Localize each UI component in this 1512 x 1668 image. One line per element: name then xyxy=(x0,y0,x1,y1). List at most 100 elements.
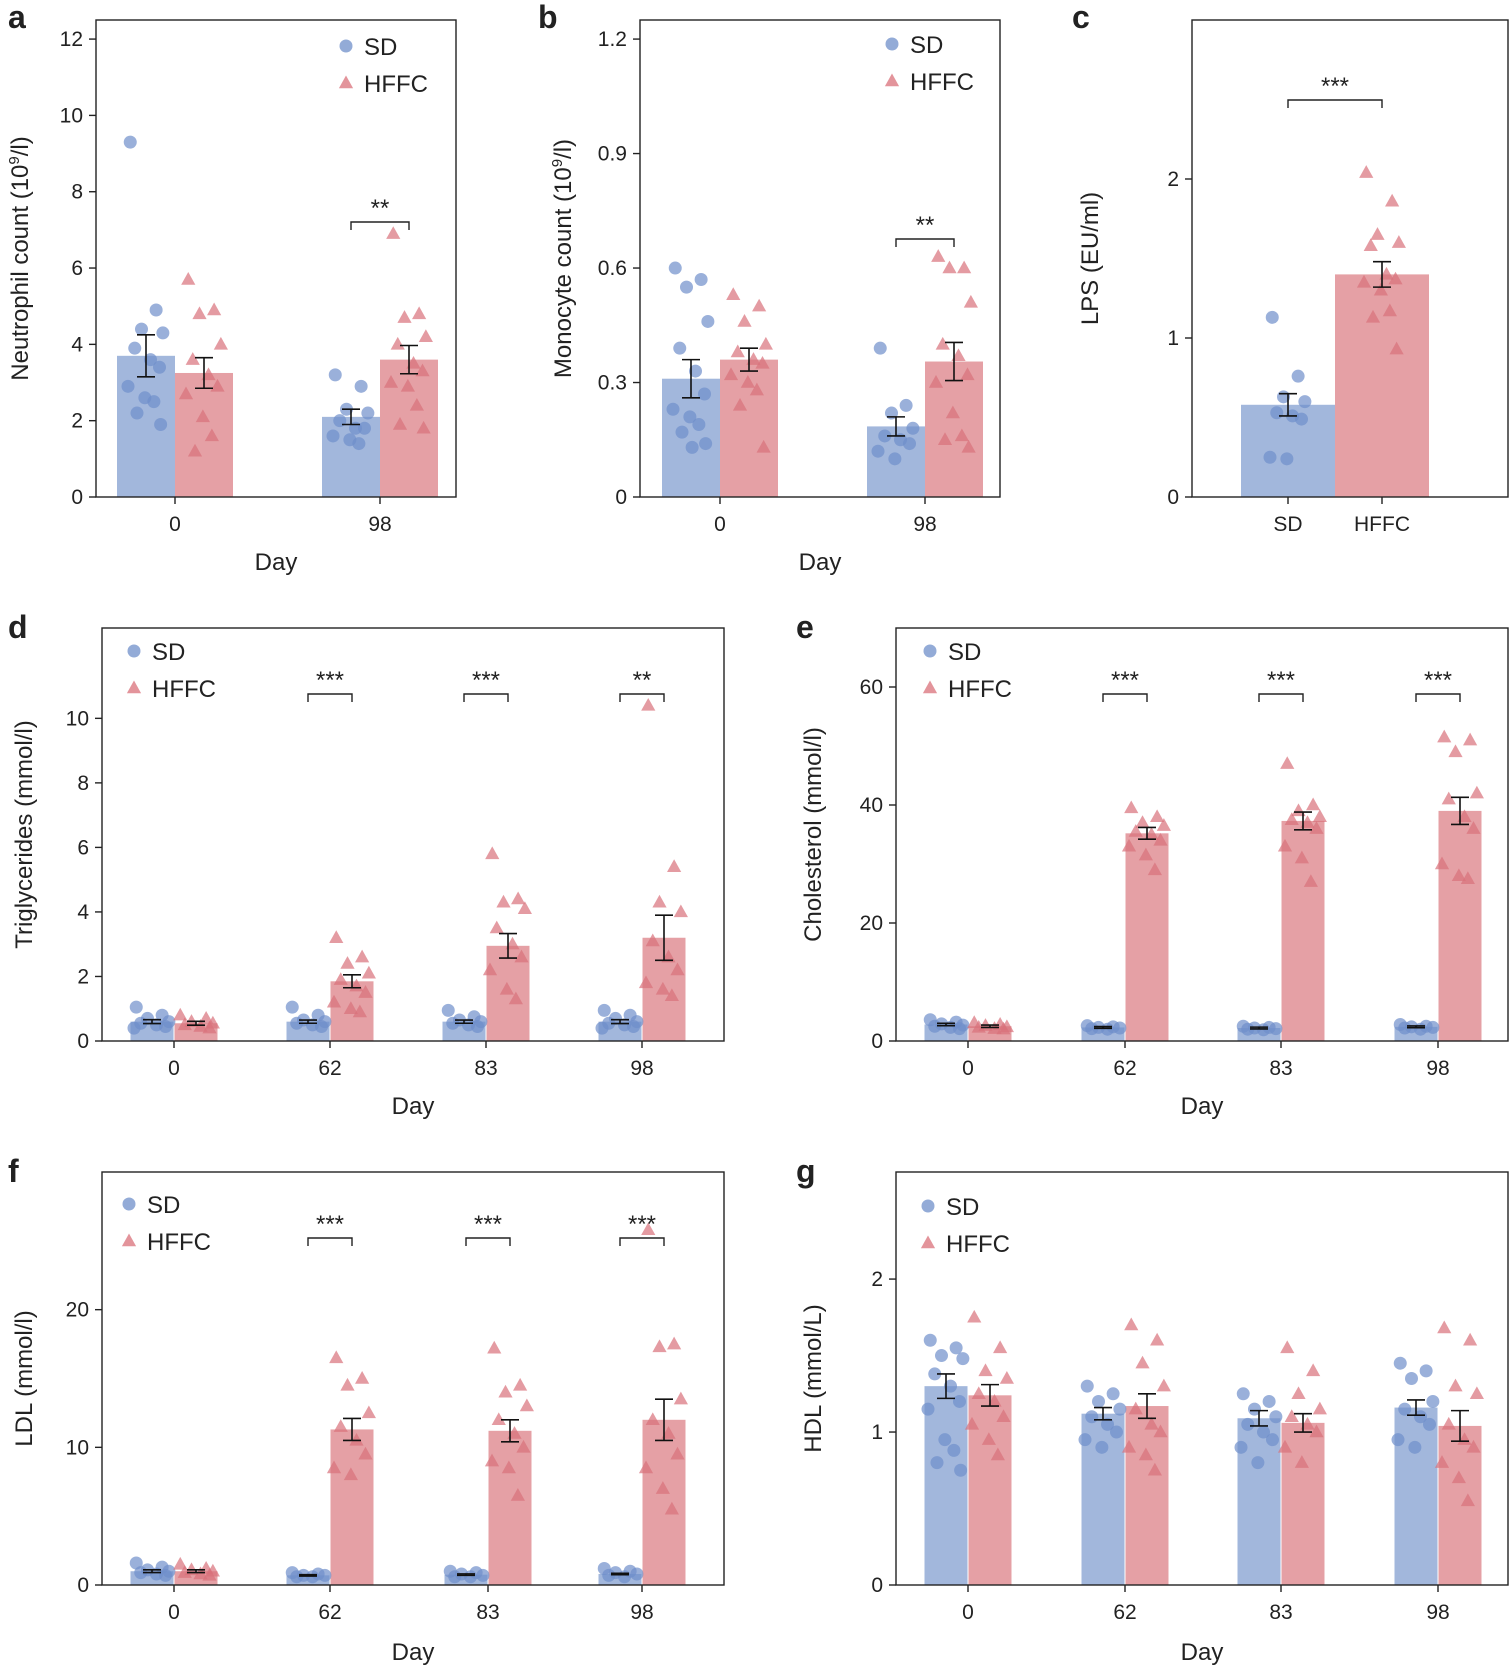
x-tick-label: 62 xyxy=(1113,1057,1136,1080)
point-hffc-83 xyxy=(487,1340,502,1354)
y-tick-label: 0 xyxy=(77,1574,89,1597)
point-sd-0 xyxy=(123,135,137,149)
significance-bracket xyxy=(1102,693,1148,702)
point-sd-0 xyxy=(673,341,687,355)
x-tick-label: SD xyxy=(1273,513,1302,536)
point-hffc-0 xyxy=(177,1017,192,1031)
point-hffc-83 xyxy=(517,901,532,914)
significance-label: *** xyxy=(1267,667,1295,694)
point-hffc-98 xyxy=(1451,1470,1466,1484)
point-hffc-98 xyxy=(1463,732,1478,746)
point-hffc-62 xyxy=(326,994,342,1008)
point-hffc-83 xyxy=(1294,850,1309,864)
point-hffc-98 xyxy=(415,363,430,377)
x-axis-title: Day xyxy=(392,1639,435,1666)
point-sd-98 xyxy=(352,437,366,451)
plot-frame xyxy=(1191,19,1509,498)
bar-hffc-98 xyxy=(1438,810,1482,1041)
point-hffc-98 xyxy=(641,1222,656,1236)
point-hffc-98 xyxy=(664,1501,679,1515)
point-hffc-98 xyxy=(400,378,415,392)
point-hffc-0 xyxy=(756,439,771,453)
point-hffc-0 xyxy=(726,287,741,300)
legend-sd-label: SD xyxy=(946,1194,979,1221)
point-hffc-98 xyxy=(1466,1439,1481,1453)
point-hffc-0 xyxy=(964,1416,980,1430)
y-tick-label: 20 xyxy=(66,1299,89,1322)
bar-sd-0 xyxy=(924,1386,968,1585)
point-sd-SD xyxy=(1280,452,1294,466)
y-tick-label: 4 xyxy=(77,901,89,924)
y-tick-label: 4 xyxy=(71,333,83,356)
point-sd-62 xyxy=(1080,1379,1094,1393)
legend-sd-label: SD xyxy=(364,34,397,61)
point-hffc-0 xyxy=(732,397,748,411)
point-sd-62 xyxy=(1085,1410,1099,1424)
point-sd-0 xyxy=(692,417,706,431)
x-tick-label: 83 xyxy=(474,1057,497,1080)
y-axis-title: Triglycerides (mmol/l) xyxy=(11,720,38,948)
point-hffc-98 xyxy=(1469,785,1484,799)
point-sd-98 xyxy=(618,1570,631,1584)
y-tick-label: 10 xyxy=(66,1436,89,1459)
point-hffc-62 xyxy=(1128,1401,1143,1415)
y-tick-label: 0 xyxy=(871,1574,883,1597)
point-hffc-0 xyxy=(185,352,200,365)
significance-label: *** xyxy=(472,667,500,694)
y-tick-label: 2 xyxy=(71,410,83,433)
point-hffc-83 xyxy=(1291,1386,1306,1400)
legend-hffc-label: HFFC xyxy=(364,71,428,98)
point-sd-0 xyxy=(149,303,163,317)
significance-label: *** xyxy=(1321,73,1349,100)
legend-sd-label: SD xyxy=(948,639,981,666)
point-sd-83 xyxy=(1236,1387,1250,1401)
point-hffc-98 xyxy=(1437,729,1452,743)
x-tick-label: 0 xyxy=(169,513,181,536)
point-hffc-62 xyxy=(333,1419,348,1432)
point-sd-0 xyxy=(689,364,702,378)
point-sd-0 xyxy=(154,417,168,431)
point-hffc-83 xyxy=(482,962,498,976)
point-hffc-98 xyxy=(935,336,950,350)
x-tick-label: 0 xyxy=(168,1601,180,1624)
point-sd-0 xyxy=(944,1379,957,1393)
x-tick-label: 62 xyxy=(1113,1601,1136,1624)
point-sd-62 xyxy=(285,1000,299,1014)
point-sd-SD xyxy=(1298,395,1312,409)
point-hffc-98 xyxy=(673,1391,688,1405)
y-tick-label: 0 xyxy=(1167,486,1179,509)
point-sd-0 xyxy=(129,1000,143,1014)
y-axis-title-main: LPS (EU/ml) xyxy=(1077,192,1104,325)
point-hffc-HFFC xyxy=(1388,271,1403,285)
point-hffc-83 xyxy=(1277,838,1293,852)
point-hffc-62 xyxy=(333,972,348,985)
point-sd-98 xyxy=(597,1003,611,1017)
point-sd-62 xyxy=(1110,1425,1123,1439)
point-sd-83 xyxy=(1269,1022,1283,1036)
y-tick-label: 8 xyxy=(77,772,89,795)
point-sd-0 xyxy=(153,360,166,374)
significance-bracket xyxy=(1258,693,1304,702)
point-hffc-98 xyxy=(1434,856,1450,870)
y-tick-label: 1 xyxy=(1167,327,1179,350)
x-axis-title: Day xyxy=(392,1093,435,1120)
point-sd-62 xyxy=(1113,1402,1127,1416)
y-axis-title: HDL (mmol/L) xyxy=(800,1304,827,1452)
point-hffc-83 xyxy=(496,894,511,908)
point-hffc-0 xyxy=(978,1363,993,1377)
point-sd-0 xyxy=(930,1456,944,1470)
point-sd-83 xyxy=(1257,1425,1270,1439)
point-hffc-83 xyxy=(491,1412,506,1426)
point-hffc-62 xyxy=(1144,1416,1159,1430)
point-hffc-83 xyxy=(1309,1424,1324,1438)
point-hffc-98 xyxy=(1466,821,1481,834)
point-hffc-0 xyxy=(740,375,755,388)
point-hffc-62 xyxy=(1135,1355,1150,1369)
point-sd-0 xyxy=(159,1019,172,1033)
point-sd-0 xyxy=(129,1556,143,1570)
legend-sd-marker xyxy=(885,37,899,51)
point-sd-0 xyxy=(935,1349,948,1363)
point-hffc-0 xyxy=(993,1340,1008,1354)
point-hffc-0 xyxy=(990,1447,1005,1461)
point-hffc-98 xyxy=(1448,744,1463,758)
